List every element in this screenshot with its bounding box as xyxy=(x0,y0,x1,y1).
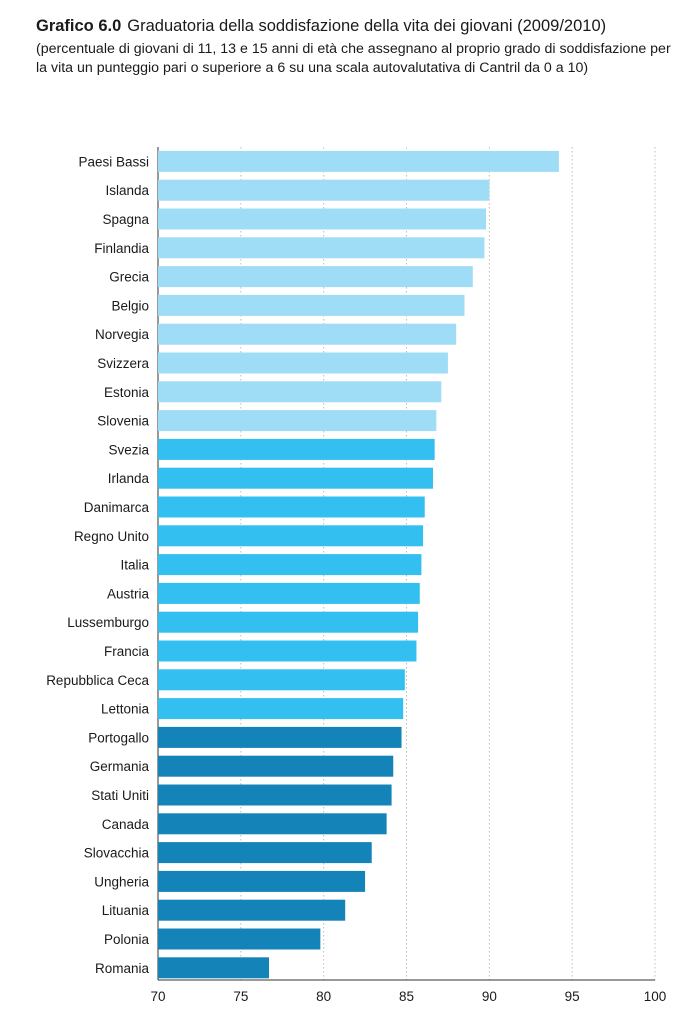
category-label: Svezia xyxy=(108,442,149,457)
category-label: Germania xyxy=(90,759,150,774)
category-label: Repubblica Ceca xyxy=(46,673,149,688)
x-tick-label: 90 xyxy=(482,989,497,1004)
bar xyxy=(158,208,487,230)
bar xyxy=(158,410,437,432)
category-label: Ungheria xyxy=(94,874,149,889)
bar xyxy=(158,899,346,921)
bar xyxy=(158,237,485,259)
category-label: Svizzera xyxy=(97,356,149,371)
x-tick-label: 100 xyxy=(644,989,667,1004)
bar xyxy=(158,150,559,172)
category-label: Irlanda xyxy=(108,471,150,486)
category-label: Lussemburgo xyxy=(67,615,149,630)
category-label: Lettonia xyxy=(101,702,150,717)
bar xyxy=(158,179,490,201)
bars xyxy=(158,150,559,979)
x-tick-label: 85 xyxy=(399,989,414,1004)
bar xyxy=(158,582,420,604)
x-tick-label: 80 xyxy=(316,989,331,1004)
category-label: Romania xyxy=(95,961,150,976)
bar xyxy=(158,467,434,489)
category-label: Regno Unito xyxy=(74,529,149,544)
bar xyxy=(158,381,442,403)
category-label: Paesi Bassi xyxy=(78,154,149,169)
bar xyxy=(158,323,457,345)
category-label: Lituania xyxy=(102,903,150,918)
category-label: Danimarca xyxy=(84,500,150,515)
bar xyxy=(158,755,394,777)
category-label: Spagna xyxy=(102,212,149,227)
chart-title-prefix: Grafico 6.0 xyxy=(36,17,122,35)
chart-title-main: Graduatoria della soddisfazione della vi… xyxy=(127,17,607,35)
bar xyxy=(158,669,405,691)
bar xyxy=(158,842,372,864)
category-label: Stati Uniti xyxy=(91,788,149,803)
x-tick-label: 75 xyxy=(233,989,248,1004)
bar xyxy=(158,640,417,662)
category-label: Canada xyxy=(102,817,150,832)
category-label: Polonia xyxy=(104,932,150,947)
category-label: Italia xyxy=(120,558,149,573)
bar xyxy=(158,870,366,892)
bar xyxy=(158,957,269,979)
category-label: Grecia xyxy=(109,270,149,285)
category-label: Finlandia xyxy=(94,241,149,256)
category-label: Norvegia xyxy=(95,327,150,342)
chart-title: Grafico 6.0 Graduatoria della soddisfazio… xyxy=(36,16,676,37)
bar xyxy=(158,813,387,835)
category-label: Belgio xyxy=(111,298,149,313)
bar xyxy=(158,266,473,288)
bar xyxy=(158,352,448,374)
bar xyxy=(158,928,321,950)
category-label: Portogallo xyxy=(88,730,149,745)
category-label: Estonia xyxy=(104,385,150,400)
category-label: Islanda xyxy=(105,183,149,198)
category-label: Austria xyxy=(107,586,150,601)
category-labels: Paesi Bassi Islanda Spagna Finlandia Grecia B… xyxy=(46,154,149,975)
bar xyxy=(158,525,424,547)
bar xyxy=(158,438,435,460)
x-axis-ticks: 70 75 80 85 90 95 100 xyxy=(150,989,666,1004)
bar xyxy=(158,611,419,633)
x-tick-label: 70 xyxy=(150,989,165,1004)
chart-subtitle: (percentuale di giovani di 11, 13 e 15 a… xyxy=(36,41,671,76)
category-label: Slovacchia xyxy=(84,846,150,861)
x-tick-label: 95 xyxy=(565,989,580,1004)
bar xyxy=(158,294,465,316)
bar xyxy=(158,784,392,806)
title-block: Grafico 6.0 Graduatoria della soddisfazio… xyxy=(36,16,676,78)
category-label: Slovenia xyxy=(97,414,149,429)
bar xyxy=(158,554,422,576)
category-label: Francia xyxy=(104,644,150,659)
bar xyxy=(158,698,404,720)
bar xyxy=(158,726,402,748)
bar xyxy=(158,496,425,518)
